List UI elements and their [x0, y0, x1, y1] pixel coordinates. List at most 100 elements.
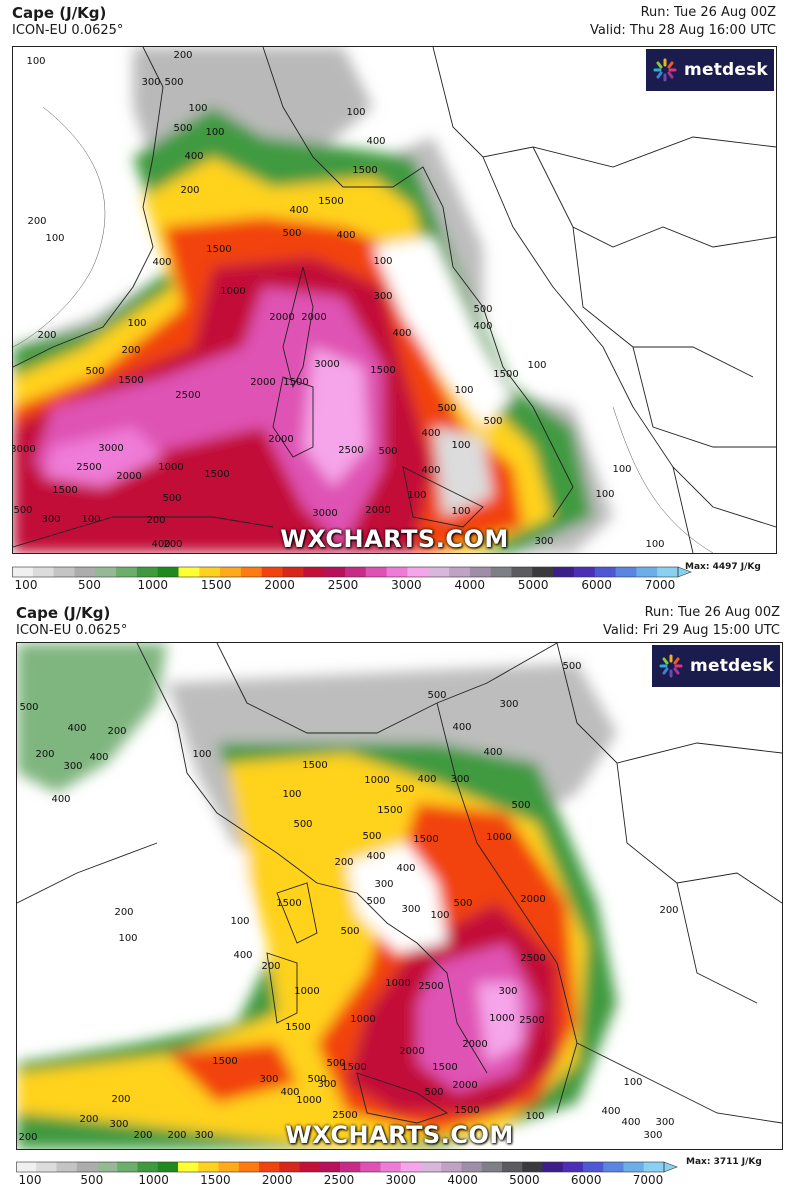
- colorbar-segment: [324, 567, 346, 577]
- colorbar-segment: [32, 567, 55, 577]
- contour-label: 400: [366, 851, 385, 862]
- contour-label: 200: [163, 539, 182, 550]
- panel-1-model: ICON-EU 0.0625°: [12, 23, 124, 38]
- contour-label: 500: [19, 702, 38, 713]
- contour-label: 400: [452, 722, 471, 733]
- contour-label: 300: [643, 1130, 662, 1141]
- colorbar-segment: [380, 1162, 402, 1172]
- contour-label: 2000: [301, 312, 326, 323]
- colorbar-tick-label: 3000: [385, 1173, 417, 1187]
- colorbar-segment: [360, 1162, 381, 1172]
- contour-label: 2500: [338, 445, 363, 456]
- panel-1-valid: Valid: Thu 28 Aug 16:00 UTC: [590, 23, 776, 38]
- contour-label: 200: [659, 905, 678, 916]
- contour-label: 1500: [377, 805, 402, 816]
- panel-2-header-left: Cape (J/Kg) ICON-EU 0.0625°: [16, 604, 127, 640]
- contour-label: 100: [346, 107, 365, 118]
- colorbar-segment: [178, 1162, 199, 1172]
- contour-label: 1000: [294, 986, 319, 997]
- contour-label: 3000: [13, 444, 36, 455]
- colorbar-outline: [12, 566, 679, 578]
- contour-label: 400: [483, 747, 502, 758]
- colorbar-segment: [137, 1162, 159, 1172]
- colorbar-segment: [481, 1162, 503, 1172]
- contour-label: 200: [37, 330, 56, 341]
- contour-label: 1000: [486, 832, 511, 843]
- colorbar-segment: [583, 1162, 604, 1172]
- contour-label: 300: [498, 986, 517, 997]
- contour-label: 300: [259, 1074, 278, 1085]
- colorbar-segment: [136, 567, 159, 577]
- contour-label: 200: [27, 216, 46, 227]
- colorbar-segment: [198, 1162, 219, 1172]
- colorbar-segment: [511, 567, 533, 577]
- contour-label: 200: [173, 50, 192, 61]
- colorbar-tick-label: 3000: [391, 578, 422, 592]
- colorbar-segment: [53, 567, 75, 577]
- colorbar-tick-label: 7000: [632, 1173, 664, 1187]
- contour-label: 500: [473, 304, 492, 315]
- panel-1-header-right: Run: Tue 26 Aug 00Z Valid: Thu 28 Aug 16…: [590, 4, 776, 40]
- colorbar-tick-label: 7000: [644, 578, 676, 592]
- colorbar-tick-label: 1000: [138, 1173, 169, 1187]
- contour-label: 100: [525, 1111, 544, 1122]
- colorbar-segment: [553, 567, 575, 577]
- colorbar-segment: [303, 567, 325, 577]
- contour-label: 1500: [212, 1056, 237, 1067]
- contour-label: 100: [645, 539, 664, 550]
- contour-label: 2500: [76, 462, 101, 473]
- contour-label: 400: [421, 465, 440, 476]
- contour-label: 2500: [418, 981, 443, 992]
- contour-label: 400: [280, 1087, 299, 1098]
- contour-label: 1500: [432, 1062, 457, 1073]
- colorbar-segment: [594, 567, 617, 577]
- contour-label: 100: [623, 1077, 642, 1088]
- contour-label: 100: [230, 916, 249, 927]
- contour-label: 100: [612, 464, 631, 475]
- colorbar-segment: [469, 567, 492, 577]
- colorbar-segment: [421, 1162, 442, 1172]
- colorbar-segment: [461, 1162, 483, 1172]
- contour-label: 200: [146, 515, 165, 526]
- panel-2-run: Run: Tue 26 Aug 00Z: [644, 605, 780, 620]
- contour-label: 400: [366, 136, 385, 147]
- contour-label: 400: [392, 328, 411, 339]
- contour-label: 500: [282, 228, 301, 239]
- contour-label: 1500: [276, 898, 301, 909]
- colorbar-segment: [16, 1162, 37, 1172]
- contour-label: 100: [282, 789, 301, 800]
- contour-label: 400: [417, 774, 436, 785]
- contour-label: 2000: [250, 377, 275, 388]
- panel-1-map: 100 200 300 500 100 500 100 100 400 400 1500 200 150…: [12, 46, 777, 554]
- colorbar-segment: [299, 1162, 321, 1172]
- contour-label: 300: [499, 699, 518, 710]
- panel-1-colorbar-svg: [12, 566, 692, 578]
- colorbar-segment: [490, 567, 512, 577]
- colorbar-segment: [319, 1162, 341, 1172]
- contour-label: 200: [111, 1094, 130, 1105]
- contour-label: 300: [194, 1130, 213, 1141]
- panel-1-brand-logo: metdesk: [646, 49, 774, 91]
- contour-label: 300: [317, 1079, 336, 1090]
- panel-2-max-value: Max: 3711 J/Kg: [686, 1157, 762, 1167]
- contour-label: 400: [233, 950, 252, 961]
- panel-1-cape-field: [13, 47, 613, 553]
- panel-1-brand-text: metdesk: [684, 60, 768, 80]
- contour-label: 400: [184, 151, 203, 162]
- contour-label: 1500: [283, 377, 308, 388]
- contour-label: 1500: [413, 834, 438, 845]
- panel-1-map-svg: 100 200 300 500 100 500 100 100 400 400 1500 200 150…: [13, 47, 776, 553]
- colorbar-tick-label: 2000: [264, 578, 295, 592]
- cape-panel-1: Cape (J/Kg) ICON-EU 0.0625° Run: Tue 26 …: [0, 0, 788, 600]
- panel-2-valid: Valid: Fri 29 Aug 15:00 UTC: [602, 623, 780, 638]
- panel-2-brand-logo: metdesk: [652, 645, 780, 687]
- contour-label: 100: [595, 489, 614, 500]
- contour-label: 200: [180, 185, 199, 196]
- contour-label: 500: [427, 690, 446, 701]
- panel-1-contours: [13, 106, 714, 553]
- colorbar-segment: [157, 1162, 179, 1172]
- colorbar-segment: [76, 1162, 98, 1172]
- contour-label: 200: [18, 1132, 37, 1143]
